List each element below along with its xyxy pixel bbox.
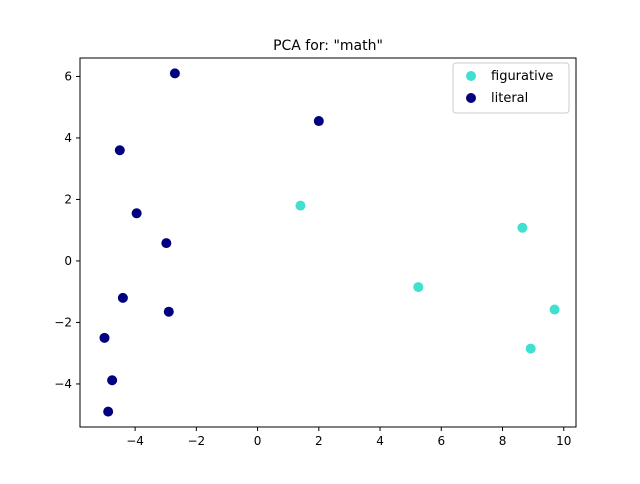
legend-box xyxy=(452,62,570,114)
legend-label-figurative: figurative xyxy=(491,69,553,84)
x-tick-label-1: −2 xyxy=(187,434,205,448)
point-literal-6 xyxy=(163,306,174,317)
x-tick-label-0: −4 xyxy=(126,434,144,448)
point-literal-9 xyxy=(103,406,114,417)
point-literal-8 xyxy=(107,375,118,386)
chart-title: PCA for: "math" xyxy=(273,38,383,54)
x-tick-label-7: 10 xyxy=(556,434,571,448)
point-figurative-4 xyxy=(549,304,560,315)
y-tick-label-5: 6 xyxy=(64,69,72,83)
point-literal-3 xyxy=(131,208,142,219)
point-literal-2 xyxy=(114,145,125,156)
y-tick-label-3: 2 xyxy=(64,192,72,206)
point-literal-4 xyxy=(161,238,172,249)
y-tick-label-0: −4 xyxy=(54,377,72,391)
y-tick-label-2: 0 xyxy=(64,254,72,268)
point-literal-1 xyxy=(313,116,324,127)
y-tick-label-4: 4 xyxy=(64,131,72,145)
point-figurative-0 xyxy=(295,200,306,211)
x-tick-label-2: 0 xyxy=(254,434,262,448)
point-literal-7 xyxy=(99,332,110,343)
legend-marker-figurative xyxy=(466,71,476,81)
legend-label-literal: literal xyxy=(491,91,528,106)
point-figurative-2 xyxy=(517,222,528,233)
plot-area: −4 −2 0 2 4 6 8 10 −4 −2 0 2 4 6 figurative literal xyxy=(54,57,577,448)
y-tick-label-1: −2 xyxy=(54,315,72,329)
point-literal-5 xyxy=(117,292,128,303)
legend-marker-literal xyxy=(466,93,476,103)
x-tick-label-5: 6 xyxy=(437,434,445,448)
x-tick-label-6: 8 xyxy=(499,434,507,448)
x-tick-label-3: 2 xyxy=(315,434,323,448)
point-figurative-1 xyxy=(413,282,424,293)
point-figurative-3 xyxy=(525,343,536,354)
point-literal-0 xyxy=(169,68,180,79)
x-tick-label-4: 4 xyxy=(376,434,384,448)
plot-frame xyxy=(79,57,577,428)
